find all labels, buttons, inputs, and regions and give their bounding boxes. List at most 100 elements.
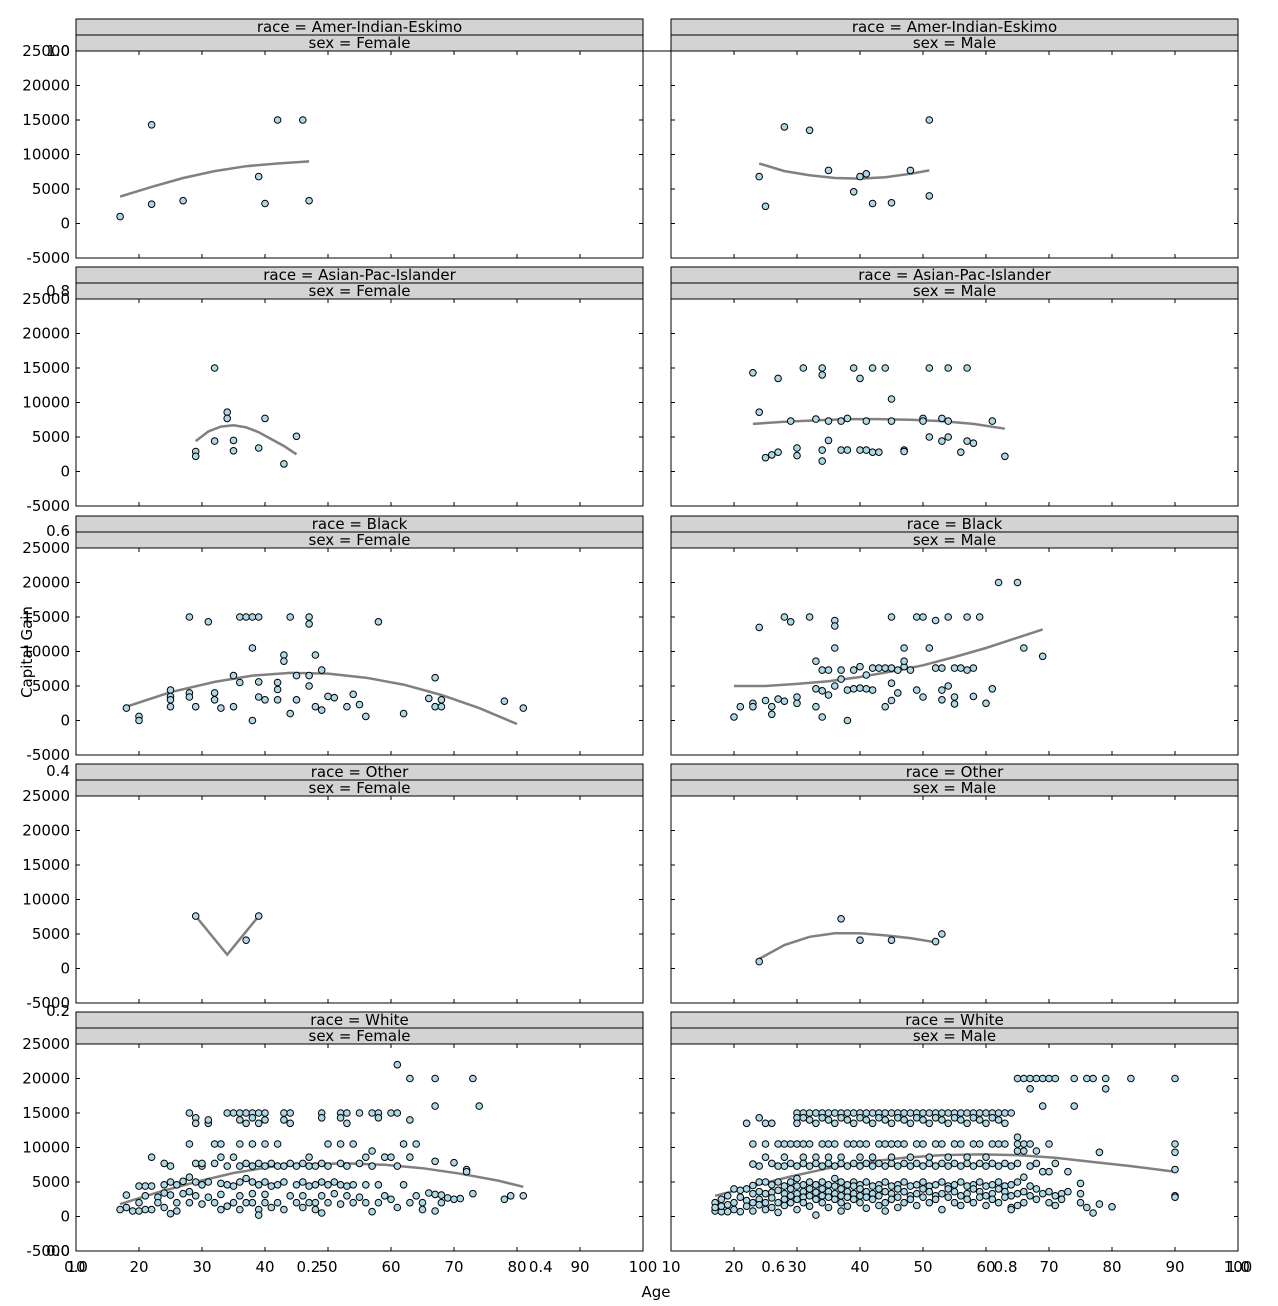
data-point xyxy=(406,1153,414,1161)
data-point xyxy=(324,1140,332,1148)
data-point xyxy=(843,1140,852,1148)
data-point xyxy=(273,1140,282,1148)
data-point xyxy=(812,1153,820,1161)
data-point xyxy=(881,664,890,672)
facet-row-label: race = White xyxy=(905,1011,1004,1029)
data-point xyxy=(912,686,921,694)
data-point xyxy=(957,1140,965,1148)
data-point xyxy=(975,613,984,621)
y-tick-label: 15000 xyxy=(22,856,70,874)
data-point xyxy=(1127,1074,1135,1083)
data-point xyxy=(824,417,833,425)
data-point xyxy=(1007,1205,1016,1214)
data-point xyxy=(368,1207,376,1216)
data-point xyxy=(749,1160,757,1168)
data-point xyxy=(969,1114,978,1122)
data-point xyxy=(160,1189,168,1197)
data-point xyxy=(862,446,871,454)
data-point xyxy=(931,1181,940,1189)
data-point xyxy=(336,1140,345,1148)
data-point xyxy=(957,448,965,457)
data-point xyxy=(122,704,131,712)
data-point xyxy=(774,1186,782,1195)
data-point xyxy=(1038,1189,1047,1198)
data-point xyxy=(805,1162,814,1170)
data-point xyxy=(324,1198,332,1207)
data-point xyxy=(925,1198,934,1207)
data-point xyxy=(963,613,971,621)
y-tick-label: 10000 xyxy=(22,146,70,164)
data-point xyxy=(254,1109,263,1117)
data-point xyxy=(849,685,858,693)
data-point xyxy=(198,1200,206,1208)
data-point xyxy=(774,374,782,383)
data-point xyxy=(862,685,871,693)
data-point xyxy=(755,408,764,417)
data-point xyxy=(881,1109,890,1117)
data-point xyxy=(273,1198,282,1207)
data-point xyxy=(837,1192,845,1200)
data-point xyxy=(135,1198,143,1207)
data-point xyxy=(1001,1140,1009,1148)
data-point xyxy=(831,1109,839,1117)
data-point xyxy=(749,1189,757,1198)
data-point xyxy=(837,1114,845,1122)
y-tick-label: -5000 xyxy=(26,497,70,515)
data-point xyxy=(469,1074,477,1083)
data-point xyxy=(768,1159,776,1168)
facet-plot-area xyxy=(670,298,1239,507)
data-point xyxy=(500,697,509,706)
data-point xyxy=(931,1140,940,1148)
data-point xyxy=(963,1153,971,1161)
data-point xyxy=(780,1153,789,1161)
data-point xyxy=(824,436,833,445)
data-point xyxy=(1171,1165,1179,1174)
data-point xyxy=(786,1185,795,1193)
data-point xyxy=(957,1116,965,1124)
data-point xyxy=(761,696,770,705)
data-point xyxy=(242,1198,250,1207)
data-point xyxy=(868,1182,877,1190)
data-point xyxy=(944,1109,953,1117)
facet-col-label: sex = Female xyxy=(309,34,411,52)
data-point xyxy=(761,1198,770,1207)
data-point xyxy=(1038,652,1047,661)
data-point xyxy=(894,1185,902,1193)
data-point xyxy=(273,685,282,694)
data-point xyxy=(374,1114,383,1122)
data-point xyxy=(1013,1074,1022,1083)
data-point xyxy=(938,1159,946,1168)
data-point xyxy=(868,686,877,694)
data-point xyxy=(818,371,827,379)
data-point xyxy=(912,1181,921,1189)
background-axis: 0.0 0.2 0.4 0.6 0.8 1.0 0.0 0.2 0.4 0.6 0.8 1.0 xyxy=(46,42,1250,1276)
data-point xyxy=(191,1192,200,1200)
data-point xyxy=(799,1198,808,1207)
data-point xyxy=(837,1178,845,1186)
facet-col-label: sex = Male xyxy=(913,531,996,549)
data-point xyxy=(1095,1148,1104,1157)
data-point xyxy=(950,693,959,701)
data-point xyxy=(711,1203,719,1212)
y-tick-label: 20000 xyxy=(22,1070,70,1088)
y-tick-label: 10000 xyxy=(22,394,70,412)
data-point xyxy=(900,1140,908,1148)
data-point xyxy=(437,1191,446,1199)
data-point xyxy=(938,1189,946,1198)
x-tick-label: 70 xyxy=(1039,1258,1058,1276)
facet-row-label: race = Asian-Pac-Islander xyxy=(263,266,456,284)
data-point xyxy=(982,1201,990,1210)
data-point xyxy=(824,1181,833,1189)
data-point xyxy=(950,664,959,672)
data-point xyxy=(894,1162,902,1170)
data-point xyxy=(837,1153,845,1161)
data-point xyxy=(261,1162,269,1170)
data-point xyxy=(793,1182,801,1190)
data-point xyxy=(818,1178,827,1186)
data-point xyxy=(210,1140,219,1148)
data-point xyxy=(881,702,890,711)
facet-row-label: race = Black xyxy=(312,515,408,533)
data-point xyxy=(755,1201,764,1209)
data-point xyxy=(982,1119,990,1128)
y-tick-label: 25000 xyxy=(22,42,70,60)
